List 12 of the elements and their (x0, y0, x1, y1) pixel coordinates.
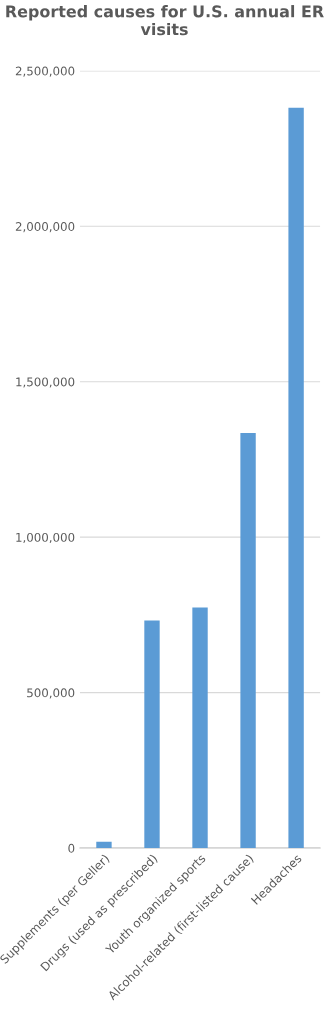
y-tick-label: 2,500,000 (15, 66, 75, 77)
y-tick-label: 0 (68, 843, 75, 853)
y-tick-label: 1,000,000 (16, 532, 75, 544)
bar (192, 607, 208, 849)
chart-title: Reported causes for U.S. annual ER visits (6, 5, 324, 36)
bar (288, 107, 304, 849)
bar (96, 841, 112, 849)
y-tick-label: 1,500,000 (16, 377, 75, 388)
bar (144, 620, 160, 849)
y-tick-label: 500,000 (27, 688, 75, 699)
y-tick-label: 2,000,000 (15, 222, 75, 233)
bar (240, 433, 256, 849)
